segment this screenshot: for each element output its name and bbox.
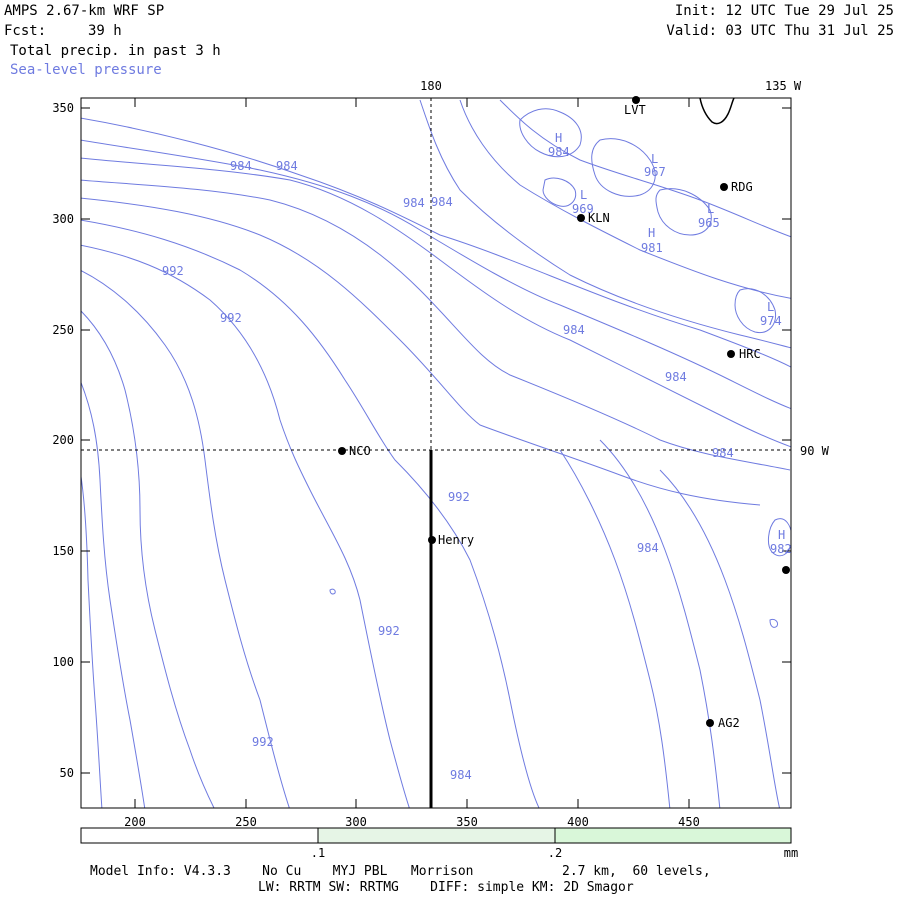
contour-label: 984	[563, 323, 585, 337]
y-tick-label: 350	[52, 101, 74, 115]
y-tick-label: 100	[52, 655, 74, 669]
contour-label: 992	[378, 624, 400, 638]
station-dot	[706, 719, 714, 727]
contour-label: 992	[162, 264, 184, 278]
low-mark: L	[651, 152, 658, 166]
field-pressure-label: Sea-level pressure	[10, 62, 162, 78]
station-dot	[577, 214, 585, 222]
station-dot	[338, 447, 346, 455]
station-label: KLN	[588, 211, 610, 225]
station-dot	[428, 536, 436, 544]
y-tick-label: 200	[52, 433, 74, 447]
station-dot	[782, 566, 790, 574]
contour-label: 967	[644, 165, 666, 179]
y-tick-label: 300	[52, 212, 74, 226]
lon-135w-label: 135 W	[765, 79, 802, 93]
low-mark: L	[707, 202, 714, 216]
contour-label: 992	[448, 490, 470, 504]
x-tick-label: 300	[345, 815, 367, 829]
contour-label: 969	[572, 202, 594, 216]
station-label: Henry	[438, 533, 474, 547]
stations: LVT RDG KLN HRC NCO Henry AG2	[338, 96, 790, 730]
colorbar-segment	[317, 827, 556, 844]
model-info-line1: Model Info: V4.3.3 No Cu MYJ PBL Morriso…	[90, 864, 474, 879]
plot-frame	[80, 97, 792, 809]
x-axis-ticks	[134, 98, 690, 808]
high-mark: H	[778, 528, 785, 542]
model-title: AMPS 2.67-km WRF SP	[4, 3, 165, 19]
pressure-centers: H L L L H L H	[555, 131, 785, 542]
low-mark: L	[767, 300, 774, 314]
forecast-label: Fcst:	[4, 23, 47, 39]
contour-label: 984	[276, 159, 298, 173]
y-tick-label: 50	[60, 766, 74, 780]
lon-180-label: 180	[420, 79, 442, 93]
contour-label: 984	[548, 145, 570, 159]
colorbar-segment	[80, 827, 319, 844]
contour-label: 965	[698, 216, 720, 230]
station-dot	[720, 183, 728, 191]
model-info-resolution: 2.7 km, 60 levels,	[562, 864, 711, 879]
contour-label: 984	[230, 159, 252, 173]
contour-label: 974	[760, 314, 782, 328]
lon-90w-label: 90 W	[800, 444, 830, 458]
contour-label: 992	[252, 735, 274, 749]
high-mark: H	[555, 131, 562, 145]
y-tick-label: 150	[52, 544, 74, 558]
contour-label: 984	[637, 541, 659, 555]
contour-label: 984	[403, 196, 425, 210]
colorbar-label: .1	[311, 846, 325, 860]
contour-labels: 984 984 984 984 969 967 965 981 974 984 …	[162, 145, 792, 782]
x-tick-label: 400	[567, 815, 589, 829]
y-tick-label: 250	[52, 323, 74, 337]
contour-label: 984	[450, 768, 472, 782]
coastline	[699, 98, 735, 125]
station-label: RDG	[731, 180, 753, 194]
contour-label: 992	[220, 311, 242, 325]
x-tick-label: 250	[235, 815, 257, 829]
init-time: Init: 12 UTC Tue 29 Jul 25	[674, 3, 894, 19]
model-info-line2: LW: RRTM SW: RRTMG DIFF: simple KM: 2D S…	[258, 880, 634, 895]
colorbar: .1 .2 mm	[80, 827, 798, 860]
low-mark: L	[580, 188, 587, 202]
pressure-contours	[81, 99, 791, 808]
contour-label: 984	[665, 370, 687, 384]
high-mark: H	[648, 226, 655, 240]
station-label: NCO	[349, 444, 371, 458]
station-label: LVT	[624, 103, 646, 117]
contour-label: 984	[431, 195, 453, 209]
contour-label: 982	[770, 542, 792, 556]
contour-label: 984	[712, 446, 734, 460]
contour-label: 981	[641, 241, 663, 255]
colorbar-label: .2	[548, 846, 562, 860]
x-tick-label: 450	[678, 815, 700, 829]
forecast-hour: 39 h	[88, 23, 122, 39]
x-tick-label: 200	[124, 815, 146, 829]
field-precip-label: Total precip. in past 3 h	[10, 43, 221, 59]
colorbar-unit: mm	[784, 846, 798, 860]
valid-time: Valid: 03 UTC Thu 31 Jul 25	[666, 23, 894, 39]
station-label: HRC	[739, 347, 761, 361]
station-dot	[727, 350, 735, 358]
y-axis-ticks	[81, 107, 791, 774]
station-label: AG2	[718, 716, 740, 730]
colorbar-segment	[554, 827, 792, 844]
x-tick-label: 350	[456, 815, 478, 829]
station-dot	[632, 96, 640, 104]
